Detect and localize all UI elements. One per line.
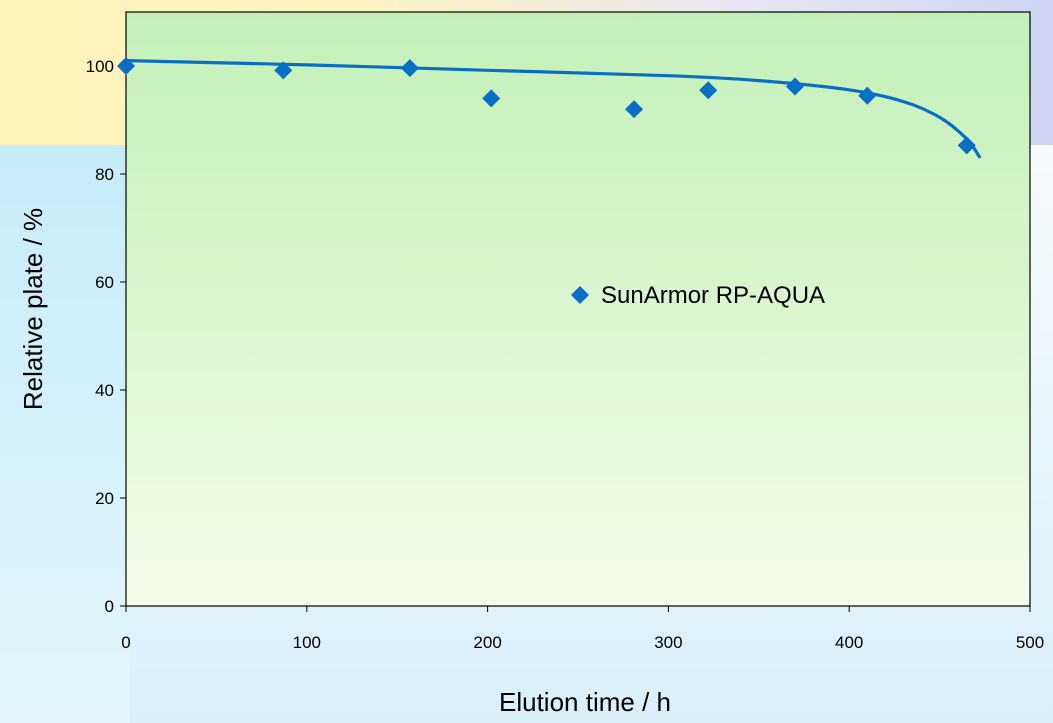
legend-marker bbox=[571, 286, 589, 304]
data-point bbox=[957, 136, 976, 155]
data-point bbox=[400, 59, 419, 78]
y-axis-ticks: 0 20 40 60 80 100 bbox=[86, 57, 126, 616]
x-axis-title: Elution time / h bbox=[499, 687, 671, 717]
y-tick-label: 80 bbox=[95, 165, 114, 184]
y-tick-label: 60 bbox=[95, 273, 114, 292]
y-axis-title: Relative plate / % bbox=[18, 208, 48, 410]
y-tick-label: 100 bbox=[86, 57, 114, 76]
data-point bbox=[482, 89, 501, 108]
plot-area bbox=[125, 11, 1031, 607]
data-markers bbox=[117, 57, 976, 155]
legend: SunArmor RP-AQUA bbox=[571, 282, 825, 309]
x-tick-label: 400 bbox=[835, 633, 863, 652]
legend-label: SunArmor RP-AQUA bbox=[601, 282, 825, 309]
trendline bbox=[124, 59, 981, 159]
data-point bbox=[785, 77, 804, 96]
x-axis-ticks: 0 100 200 300 400 500 bbox=[121, 606, 1044, 652]
data-point bbox=[117, 57, 135, 75]
data-point bbox=[625, 100, 644, 119]
background-left-band bbox=[0, 145, 130, 723]
x-tick-label: 300 bbox=[654, 633, 682, 652]
data-point bbox=[699, 81, 718, 100]
data-point bbox=[274, 61, 293, 80]
x-tick-label: 0 bbox=[121, 633, 130, 652]
x-tick-label: 200 bbox=[473, 633, 501, 652]
y-tick-label: 20 bbox=[95, 489, 114, 508]
x-tick-label: 100 bbox=[293, 633, 321, 652]
y-tick-label: 0 bbox=[105, 597, 114, 616]
x-tick-label: 500 bbox=[1016, 633, 1044, 652]
y-tick-label: 40 bbox=[95, 381, 114, 400]
data-point bbox=[858, 86, 877, 105]
